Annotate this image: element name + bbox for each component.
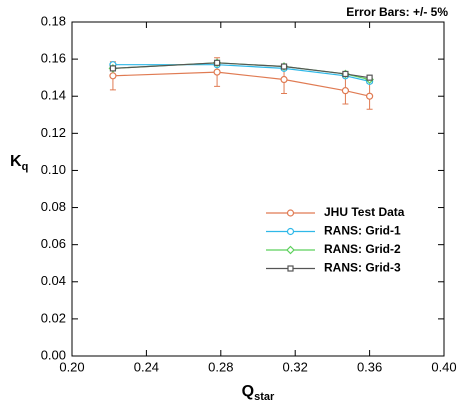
x-axis-label: Qstar: [242, 383, 275, 403]
legend-box: [262, 202, 402, 276]
marker: [286, 209, 295, 217]
y-axis-label-sub: q: [22, 161, 29, 173]
marker: [342, 70, 349, 78]
x-tick-label: 0.32: [283, 359, 308, 374]
series-line: [112, 62, 370, 81]
legend-label: JHU Test Data: [324, 205, 405, 219]
x-tick-label: 0.20: [59, 359, 84, 374]
legend-label: RANS: Grid-3: [324, 261, 401, 275]
y-tick-label: 0.08: [41, 199, 66, 214]
x-axis-label-sub: star: [254, 391, 275, 403]
y-axis-label-main: K: [10, 153, 22, 170]
x-tick-label: 0.36: [357, 359, 382, 374]
x-tick-label: 0.40: [431, 359, 456, 374]
y-tick-label: 0.14: [41, 88, 66, 103]
y-tick-label: 0.02: [41, 310, 66, 325]
marker: [341, 87, 350, 95]
marker: [286, 227, 295, 236]
marker: [366, 74, 373, 81]
marker: [109, 72, 117, 80]
marker: [287, 265, 294, 272]
annotation: Error Bars: +/- 5%: [346, 5, 448, 19]
marker: [213, 68, 221, 76]
x-axis-label-main: Q: [242, 383, 254, 400]
y-tick-label: 0.06: [41, 236, 66, 251]
x-tick-label: 0.24: [134, 359, 159, 374]
marker: [280, 63, 288, 70]
marker: [213, 59, 221, 66]
marker: [280, 75, 288, 84]
y-tick-label: 0.12: [41, 125, 66, 140]
series-line: [112, 71, 370, 97]
marker: [366, 92, 374, 100]
y-tick-label: 0.10: [41, 162, 66, 177]
marker: [109, 65, 117, 72]
y-tick-label: 0.00: [41, 347, 66, 362]
y-tick-label: 0.18: [41, 13, 66, 28]
plot-frame: [71, 21, 445, 357]
legend-label: RANS: Grid-1: [324, 224, 401, 238]
legend-label: RANS: Grid-2: [324, 242, 401, 256]
marker: [286, 245, 295, 255]
x-tick-label: 0.28: [208, 359, 233, 374]
y-axis-label: Kq: [10, 153, 28, 173]
y-tick-label: 0.04: [41, 273, 66, 288]
y-tick-label: 0.16: [41, 51, 66, 66]
series-line: [112, 64, 370, 82]
